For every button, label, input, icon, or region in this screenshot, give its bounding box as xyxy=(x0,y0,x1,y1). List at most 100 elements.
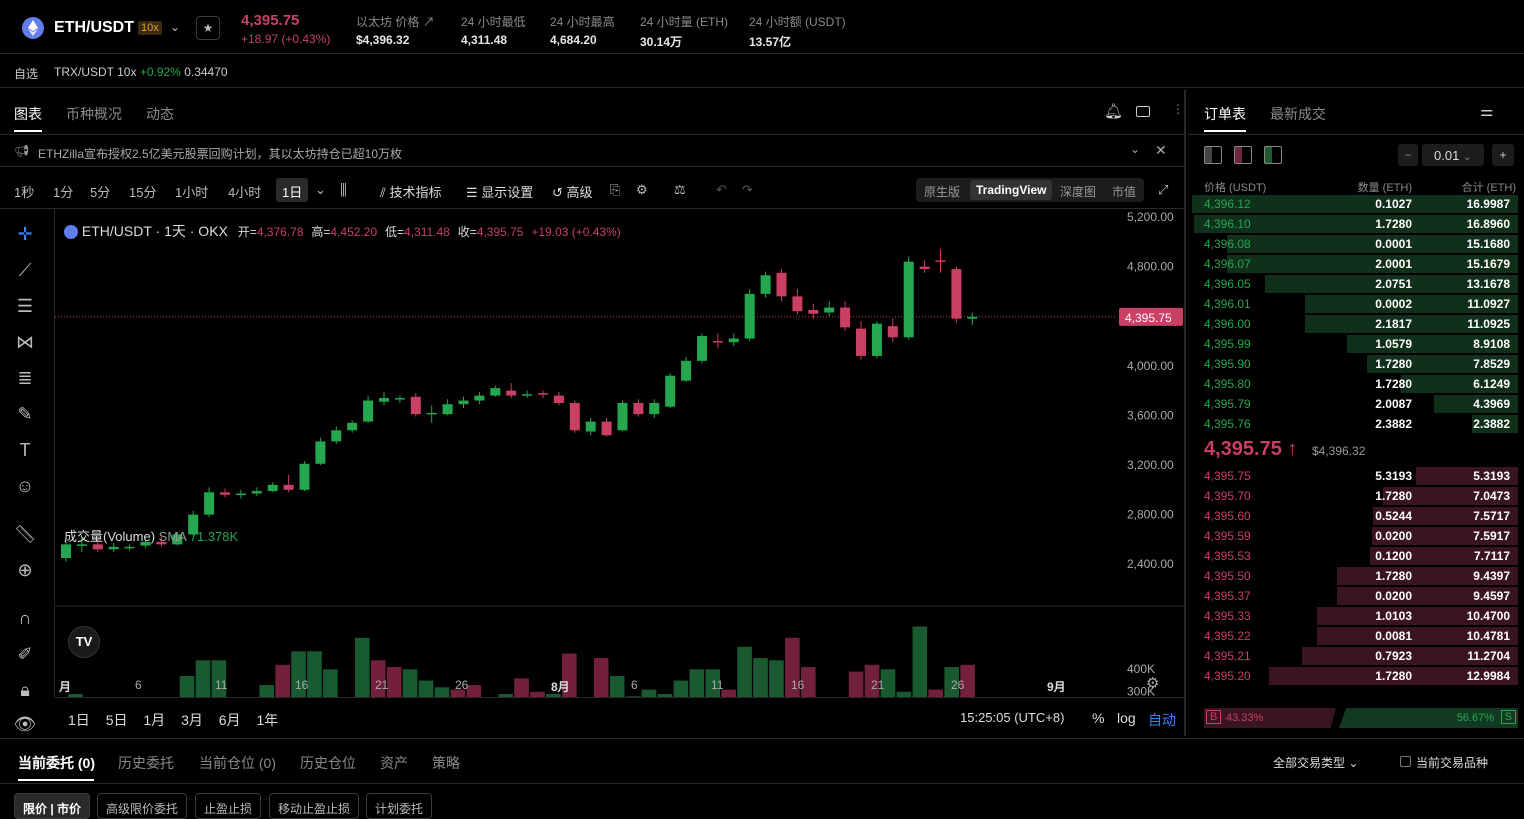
asks-row[interactable]: 4,396.05 2.0751 13.1678 xyxy=(1188,274,1518,294)
bids-row[interactable]: 4,395.59 0.0200 7.5917 xyxy=(1188,526,1518,546)
view-native[interactable]: 原生版 xyxy=(924,185,961,199)
order-type-limit-market[interactable]: 限价 | 市价 xyxy=(14,793,91,819)
brush-icon[interactable]: ✎ xyxy=(17,404,33,424)
chevron-down-icon[interactable]: ⌄ xyxy=(170,20,181,34)
tab-assets[interactable]: 资产 xyxy=(380,755,408,771)
emoji-icon[interactable]: ☺ xyxy=(15,476,35,496)
tf-15m[interactable]: 15分 xyxy=(129,185,157,200)
asks-row[interactable]: 4,396.10 1.7280 16.8960 xyxy=(1188,214,1518,234)
bids-row[interactable]: 4,395.53 0.1200 7.7117 xyxy=(1188,546,1518,566)
tf-1h[interactable]: 1小时 xyxy=(175,185,209,200)
indicators-button[interactable]: ⫽ 技术指标 xyxy=(380,185,442,200)
candlestick-chart[interactable]: 5,200.004,800.004,400.004,000.003,600.00… xyxy=(55,209,1184,697)
order-type-advanced-limit[interactable]: 高级限价委托 xyxy=(97,793,188,819)
tab-strategies[interactable]: 策略 xyxy=(432,755,460,771)
bids-row[interactable]: 4,395.60 0.5244 7.5717 xyxy=(1188,506,1518,526)
news-ticker[interactable]: ETHZilla宣布授权2.5亿美元股票回购计划，其以太坊持仓已超10万枚 xyxy=(38,147,403,161)
scale-icon[interactable]: ⚖ xyxy=(674,182,686,197)
asks-row[interactable]: 4,395.99 1.0579 8.9108 xyxy=(1188,334,1518,354)
view-tradingview[interactable]: TradingView xyxy=(970,180,1053,200)
ruler-icon[interactable]: 📏︎ xyxy=(13,524,37,544)
range-5d[interactable]: 5日 xyxy=(105,712,128,728)
bids-row[interactable]: 4,395.21 0.7923 11.2704 xyxy=(1188,646,1518,666)
tf-1s[interactable]: 1秒 xyxy=(14,185,35,200)
lock-drawing-icon[interactable]: ✐ xyxy=(17,644,33,664)
order-type-trailing[interactable]: 移动止盈止损 xyxy=(269,793,360,819)
tab-position-history[interactable]: 历史仓位 xyxy=(300,755,356,771)
lock-icon[interactable]: 🔒︎ xyxy=(20,680,30,700)
tf-4h[interactable]: 4小时 xyxy=(228,185,262,200)
view-marketcap[interactable]: 市值 xyxy=(1112,185,1137,199)
parallel-lines-icon[interactable]: ☰ xyxy=(16,296,34,316)
bids-row[interactable]: 4,395.75 5.3193 5.3193 xyxy=(1188,466,1518,486)
chevron-down-icon[interactable]: ⌄ xyxy=(1130,142,1141,156)
watchlist-label[interactable]: 自选 xyxy=(14,67,39,81)
alert-bell-icon[interactable]: 🔔︎ xyxy=(1104,103,1124,120)
candle-type-icon[interactable]: ⫼ xyxy=(340,182,347,199)
tf-5m[interactable]: 5分 xyxy=(90,185,111,200)
star-favorite-icon[interactable]: ★ xyxy=(196,16,220,40)
asks-row[interactable]: 4,396.12 0.1027 16.9987 xyxy=(1188,194,1518,214)
asks-row[interactable]: 4,395.79 2.0087 4.3969 xyxy=(1188,394,1518,414)
window-icon[interactable] xyxy=(1136,106,1150,117)
tab-orderbook[interactable]: 订单表 xyxy=(1204,106,1246,122)
external-link-icon[interactable]: ↗ xyxy=(422,15,435,29)
bids-row[interactable]: 4,395.33 1.0103 10.4700 xyxy=(1188,606,1518,626)
close-icon[interactable]: ✕ xyxy=(1155,142,1167,158)
asks-row[interactable]: 4,395.90 1.7280 7.8529 xyxy=(1188,354,1518,374)
tab-positions[interactable]: 当前仓位 (0) xyxy=(199,755,276,771)
view-depth[interactable]: 深度图 xyxy=(1060,185,1097,199)
redo-icon[interactable]: ↷ xyxy=(742,182,753,197)
log-toggle[interactable]: log xyxy=(1117,710,1136,726)
asks-row[interactable]: 4,396.07 2.0001 15.1679 xyxy=(1188,254,1518,274)
asks-row[interactable]: 4,395.76 2.3882 2.3882 xyxy=(1188,414,1518,434)
both-sides-icon[interactable] xyxy=(1204,146,1222,164)
template-icon[interactable]: ⎘ xyxy=(610,182,621,197)
bids-row[interactable]: 4,395.22 0.0081 10.4781 xyxy=(1188,626,1518,646)
magnet-icon[interactable]: ∩ xyxy=(18,608,32,628)
more-vertical-icon[interactable]: ⋮ xyxy=(1172,102,1184,116)
display-settings-button[interactable]: ☰ 显示设置 xyxy=(466,185,534,200)
range-1m[interactable]: 1月 xyxy=(143,712,166,728)
settings-gear-icon[interactable]: ⚙ xyxy=(1146,675,1160,692)
symbol-title[interactable]: ETH/USDT xyxy=(54,19,134,36)
order-type-trigger[interactable]: 计划委托 xyxy=(366,793,433,819)
trendline-icon[interactable]: ⟋ xyxy=(18,260,32,280)
tf-1m[interactable]: 1分 xyxy=(53,185,74,200)
percent-toggle[interactable]: % xyxy=(1092,710,1105,726)
bids-only-icon[interactable] xyxy=(1264,146,1282,164)
tab-open-orders[interactable]: 当前委托 (0) xyxy=(18,755,95,771)
tab-order-history[interactable]: 历史委托 xyxy=(118,755,174,771)
tf-1d[interactable]: 1日 xyxy=(282,185,303,200)
bids-row[interactable]: 4,395.70 1.7280 7.0473 xyxy=(1188,486,1518,506)
pattern-icon[interactable]: ⋈ xyxy=(16,332,34,352)
chevron-down-icon[interactable]: ⌄ xyxy=(315,182,326,197)
crosshair-icon[interactable]: ✛ xyxy=(17,224,33,244)
range-6m[interactable]: 6月 xyxy=(218,712,241,728)
plus-button[interactable]: + xyxy=(1492,144,1514,166)
text-icon[interactable]: T xyxy=(19,440,31,460)
bids-row[interactable]: 4,395.37 0.0200 9.4597 xyxy=(1188,586,1518,606)
bids-row[interactable]: 4,395.20 1.7280 12.9984 xyxy=(1188,666,1518,686)
clock[interactable]: 15:25:05 (UTC+8) xyxy=(960,710,1065,725)
asks-row[interactable]: 4,396.01 0.0002 11.0927 xyxy=(1188,294,1518,314)
fullscreen-icon[interactable]: ⤢ xyxy=(1158,182,1169,197)
trade-type-filter[interactable]: 全部交易类型 ⌄ xyxy=(1273,756,1359,770)
advanced-button[interactable]: ↺ 高级 xyxy=(552,185,593,200)
tab-chart[interactable]: 图表 xyxy=(14,106,42,122)
orderbook-last-price[interactable]: 4,395.75 ↑ xyxy=(1204,438,1298,460)
asks-row[interactable]: 4,396.08 0.0001 15.1680 xyxy=(1188,234,1518,254)
auto-toggle[interactable]: 自动 xyxy=(1148,712,1176,728)
watchlist-item[interactable]: TRX/USDT 10x +0.92% 0.34470 xyxy=(54,65,228,79)
asks-row[interactable]: 4,395.80 1.7280 6.1249 xyxy=(1188,374,1518,394)
range-3m[interactable]: 3月 xyxy=(181,712,203,728)
current-pair-checkbox[interactable] xyxy=(1400,756,1411,767)
sliders-icon[interactable]: ⚌ xyxy=(1480,103,1494,120)
asks-only-icon[interactable] xyxy=(1234,146,1252,164)
step-select[interactable]: 0.01 ⌄ xyxy=(1422,144,1484,166)
tab-feed[interactable]: 动态 xyxy=(146,106,174,122)
gear-icon[interactable]: ⚙ xyxy=(636,182,648,197)
date-axis[interactable]: 月 6 11 16 21 26 8月 6 11 16 21 26 9月 xyxy=(55,676,1125,696)
asks-row[interactable]: 4,396.00 2.1817 11.0925 xyxy=(1188,314,1518,334)
tab-latest-trades[interactable]: 最新成交 xyxy=(1270,106,1326,122)
